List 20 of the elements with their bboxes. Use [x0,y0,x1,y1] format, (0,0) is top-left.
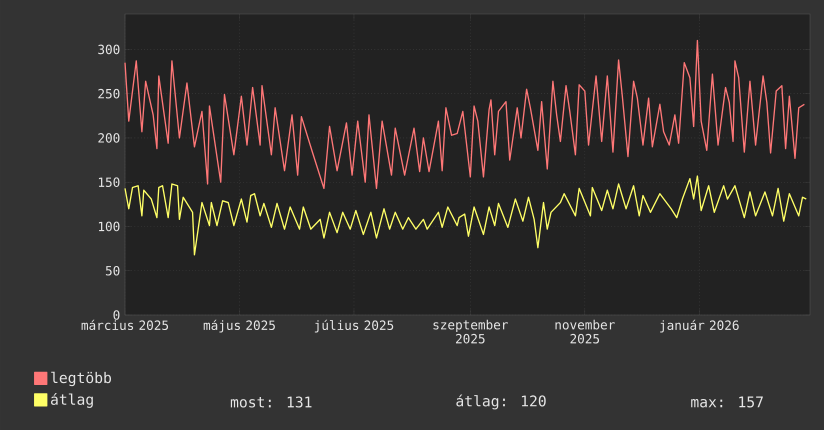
x-tick-label: május 2025 [204,320,275,332]
line-series [124,40,806,190]
x-tick-label: július 2025 [314,320,394,332]
x-tick-label: január 2026 [660,320,739,332]
x-tick-label: november 2025 [556,320,615,344]
x-tick-label: szeptember 2025 [434,320,508,344]
legend-label: legtöbb [51,372,111,386]
x-tick-label: március 2025 [82,320,168,330]
text: most: 131 [230,396,312,408]
legend-label: átlag [51,392,93,408]
y-tick-label: 150 [98,177,120,188]
y-tick-label: 300 [98,44,120,54]
text: átlag: 120 [456,394,546,410]
y-tick-label: 0 [113,310,120,320]
y-tick-label: 100 [98,222,120,232]
y-tick-label: 50 [106,266,120,276]
y-tick-label: 250 [98,88,120,98]
y-tick-label: 200 [98,133,120,143]
line-series [124,175,807,256]
text: max: 157 [691,396,763,408]
